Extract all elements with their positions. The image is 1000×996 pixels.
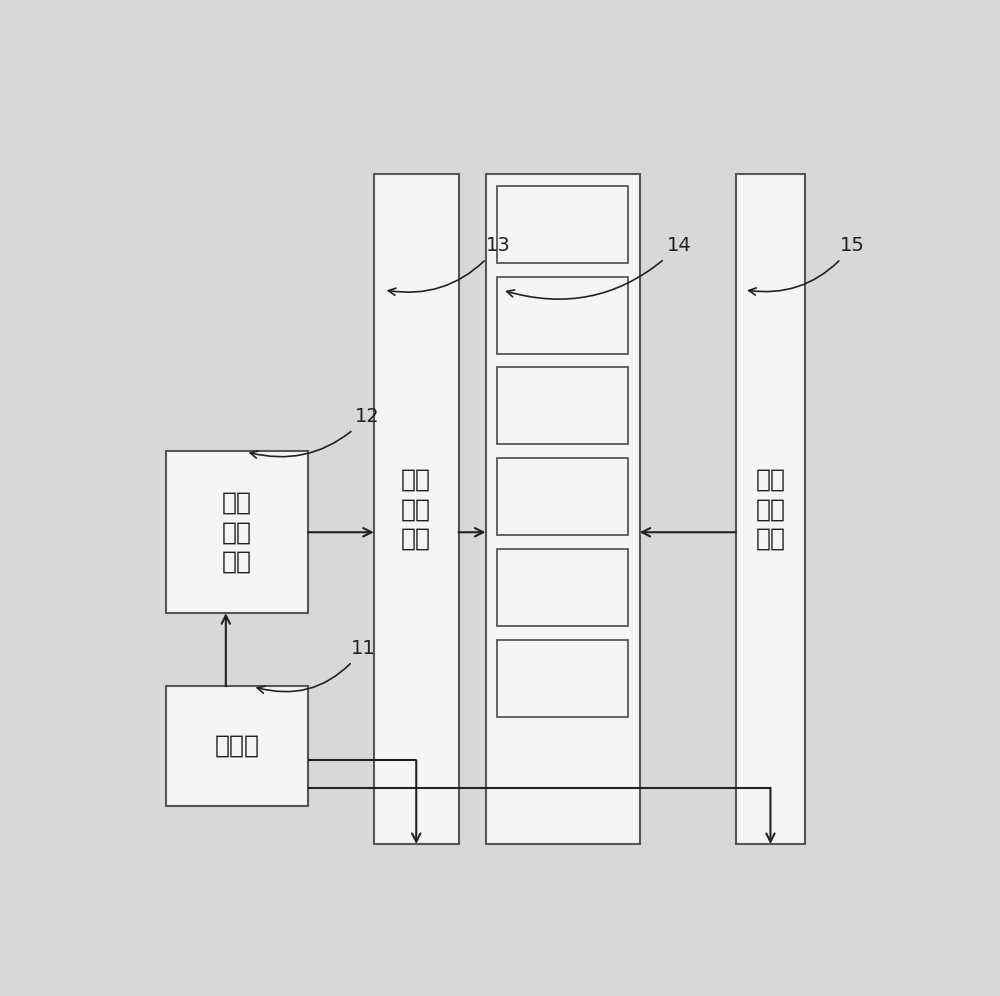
Text: 14: 14 [507, 236, 691, 299]
Bar [497, 368, 628, 444]
Text: 15: 15 [749, 236, 865, 295]
Bar [166, 686, 308, 806]
Bar [166, 451, 308, 614]
Text: 12: 12 [250, 407, 379, 458]
Bar [497, 185, 628, 263]
Bar [486, 174, 640, 844]
Text: 切换
控制
模块: 切换 控制 模块 [755, 467, 785, 551]
Bar [497, 549, 628, 626]
Text: 11: 11 [257, 638, 376, 693]
Text: 电压
检测
模块: 电压 检测 模块 [222, 491, 252, 574]
Bar [736, 174, 805, 844]
Text: 13: 13 [388, 236, 510, 295]
Bar [497, 640, 628, 717]
Bar [497, 458, 628, 535]
Text: 处理器: 处理器 [215, 734, 260, 758]
Bar [374, 174, 459, 844]
Bar [497, 277, 628, 354]
Text: 选通
控制
模块: 选通 控制 模块 [401, 467, 431, 551]
